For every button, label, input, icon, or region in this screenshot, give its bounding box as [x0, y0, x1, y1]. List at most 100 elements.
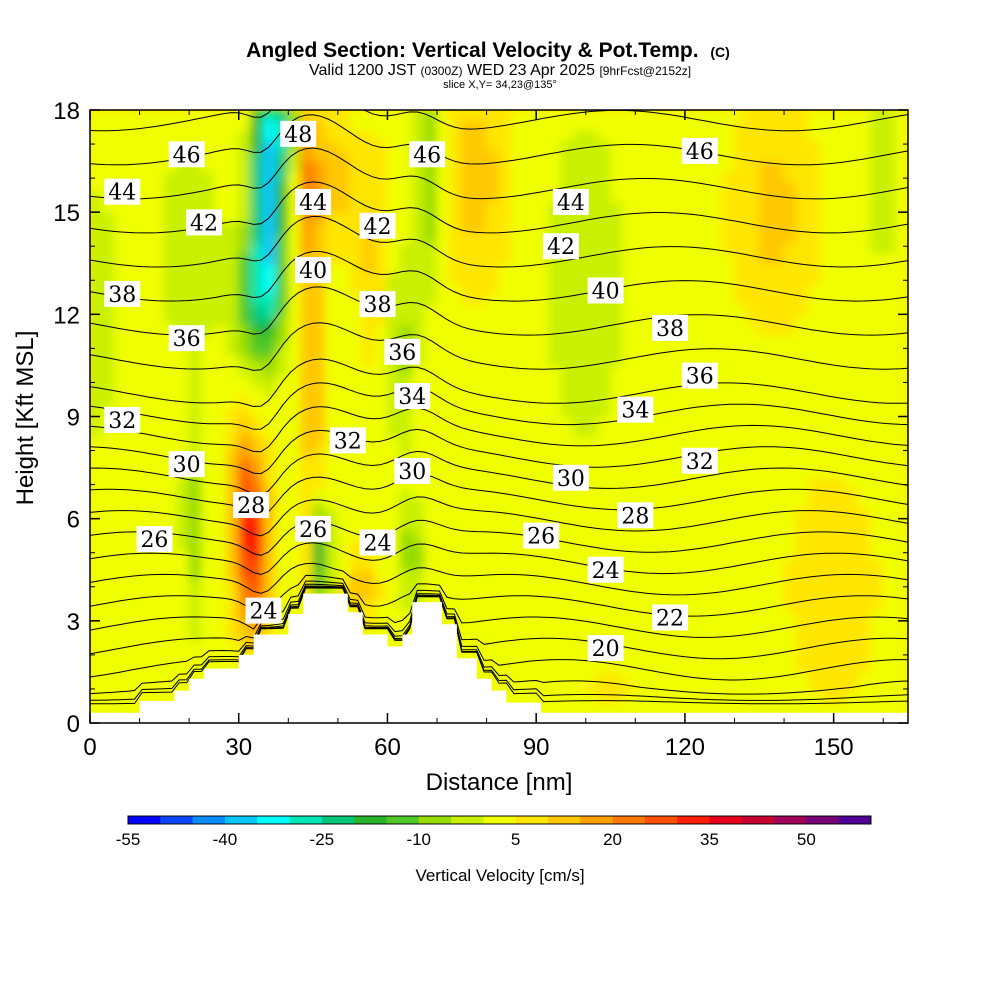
contour-label: 28: [233, 492, 270, 519]
colorbar-swatch: [224, 816, 258, 824]
contour-label: 34: [617, 396, 654, 424]
colorbar-swatch: [547, 816, 581, 824]
theta-contour-line: [90, 580, 908, 638]
colorbar-swatch: [677, 816, 710, 824]
chart-title-unit: (C): [710, 44, 729, 60]
theta-contour-line: [90, 542, 908, 576]
contour-label: 30: [552, 464, 589, 492]
chart-title-main: Angled Section: Vertical Velocity & Pot.…: [246, 39, 698, 62]
theta-contours: [90, 0, 908, 705]
contour-label: 28: [617, 502, 654, 529]
contour-label: 42: [359, 212, 396, 240]
theta-contour-line: [90, 496, 908, 537]
svg-text:44: 44: [108, 181, 136, 206]
x-tick-label: 90: [523, 734, 550, 761]
colorbar-swatch: [483, 816, 516, 824]
svg-text:30: 30: [173, 453, 201, 478]
contour-label: 44: [104, 178, 141, 206]
contour-label: 30: [168, 451, 205, 478]
svg-text:20: 20: [592, 637, 620, 662]
colorbar-swatch: [741, 816, 775, 824]
svg-text:44: 44: [557, 191, 585, 216]
y-tick-label: 18: [53, 98, 80, 125]
contour-label: 24: [245, 597, 282, 625]
theta-contour-line: [90, 473, 908, 517]
svg-text:26: 26: [299, 518, 327, 543]
y-tick-label: 0: [67, 711, 80, 738]
x-tick-label: 30: [225, 734, 252, 761]
svg-text:24: 24: [364, 532, 392, 557]
theta-contour-line: [90, 358, 908, 408]
colorbar: [127, 815, 872, 825]
svg-text:42: 42: [364, 215, 392, 240]
colorbar-swatch: [451, 816, 484, 824]
terrain: [90, 593, 908, 723]
contour-label: 46: [409, 141, 446, 168]
colorbar-label: Vertical Velocity [cm/s]: [415, 866, 584, 885]
x-axis-label: Distance [nm]: [426, 769, 573, 796]
svg-text:40: 40: [299, 259, 327, 284]
colorbar-swatch: [354, 816, 387, 824]
colorbar-tick-label: -10: [406, 830, 431, 849]
colorbar-swatch: [160, 816, 193, 824]
colorbar-tick-label: -55: [116, 830, 141, 849]
valid-time-utc: (0300Z): [420, 64, 462, 78]
valid-time-local: Valid 1200 JST: [309, 62, 417, 79]
svg-text:32: 32: [334, 429, 362, 454]
colorbar-tick-label: 5: [511, 830, 520, 849]
theta-contour-line: [90, 587, 908, 705]
contour-label: 40: [587, 277, 624, 304]
colorbar-swatch: [128, 816, 161, 824]
svg-text:32: 32: [108, 409, 136, 434]
colorbar-swatch: [612, 816, 646, 824]
contour-label: 22: [652, 604, 689, 631]
x-tick-label: 0: [83, 734, 96, 761]
plot-area: 4644423836323028262448444026324238243634…: [90, 0, 908, 723]
contour-label: 36: [681, 362, 718, 390]
colorbar-swatch: [321, 816, 355, 824]
colorbar-swatch: [515, 816, 549, 824]
contour-label: 32: [681, 447, 718, 475]
colorbar-swatch: [257, 816, 290, 824]
theta-contour-line: [90, 147, 908, 200]
y-tick-label: 3: [67, 609, 80, 636]
colorbar-tick-labels: -55 -40 -25 -10 5 20 35 50: [116, 830, 816, 849]
theta-contour-line: [90, 0, 908, 29]
colorbar-swatch: [289, 816, 323, 824]
x-tick-label: 120: [665, 734, 705, 761]
svg-text:46: 46: [686, 140, 714, 165]
svg-text:28: 28: [621, 504, 649, 529]
theta-contour-line: [90, 586, 908, 695]
y-axis-label: Height [Kft MSL]: [12, 331, 39, 506]
svg-text:38: 38: [108, 283, 136, 308]
svg-text:36: 36: [388, 341, 416, 366]
theta-contour-line: [90, 286, 908, 336]
svg-text:48: 48: [284, 123, 312, 148]
contour-label: 32: [104, 406, 141, 434]
y-tick-label: 9: [67, 405, 80, 432]
contour-label: 38: [652, 314, 689, 342]
slice-info: slice X,Y= 34,23@135°: [443, 79, 557, 91]
contour-label: 32: [329, 427, 366, 454]
contour-label: 40: [295, 257, 332, 284]
valid-time: Valid 1200 JST (0300Z) WED 23 Apr 2025 […: [309, 62, 691, 79]
contour-label: 48: [280, 120, 317, 148]
svg-text:36: 36: [686, 365, 714, 390]
theta-contour-line: [90, 322, 908, 371]
y-tick-label: 15: [53, 200, 80, 227]
theta-contour-line: [90, 428, 908, 475]
colorbar-swatch: [418, 816, 452, 824]
theta-contour-line: [90, 562, 908, 596]
svg-text:30: 30: [557, 467, 585, 492]
x-axis-ticks: 0 30 60 90 120 150: [83, 110, 884, 761]
theta-contour-line: [90, 382, 908, 430]
theta-contour-line: [90, 574, 908, 617]
contour-labels: 4644423836323028262448444026324238243634…: [104, 120, 718, 662]
svg-text:32: 32: [686, 450, 714, 475]
contour-label: 38: [359, 291, 396, 318]
forecast-info: [9hrFcst@2152z]: [599, 64, 691, 78]
theta-contour-line: [90, 583, 908, 660]
contour-label: 42: [186, 209, 223, 236]
